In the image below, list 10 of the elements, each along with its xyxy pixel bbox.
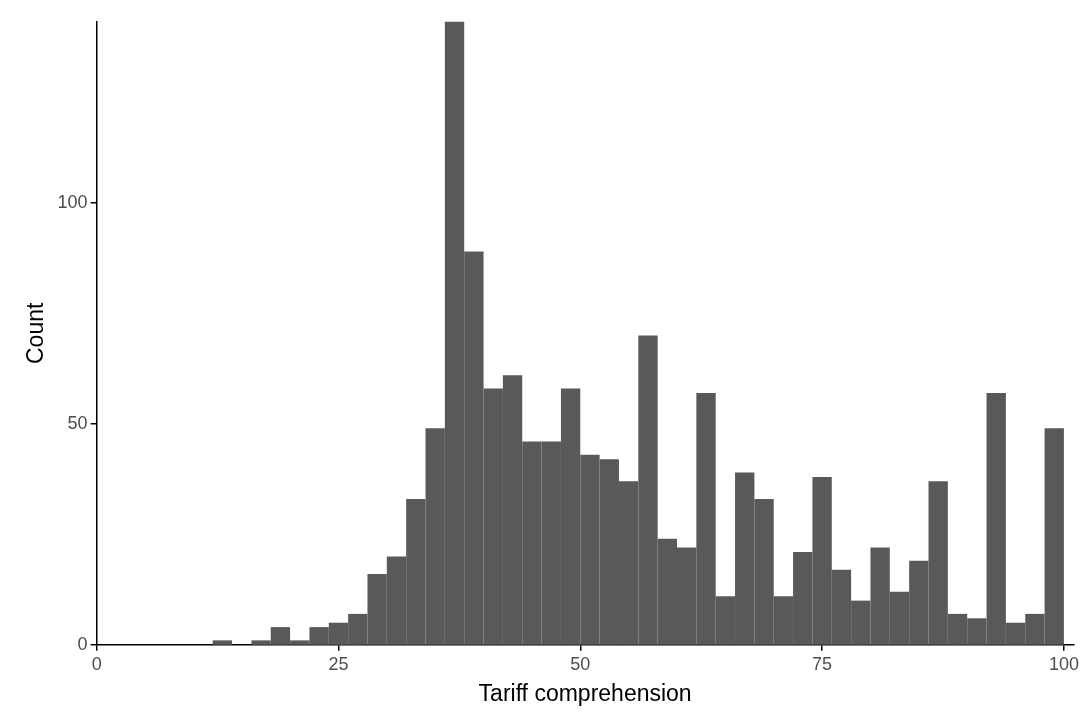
x-tick-label: 50 [570,653,591,674]
y-tick-label: 0 [77,633,88,654]
x-tick-label: 100 [1048,653,1079,674]
x-tick-label: 25 [328,653,349,674]
x-tick-label: 75 [812,653,833,674]
y-tick-label: 50 [67,412,88,433]
y-axis-title: Count [22,302,49,364]
x-tick-label: 0 [91,653,102,674]
x-axis-title: Tariff comprehension [478,679,692,706]
y-tick-label: 100 [57,191,88,212]
